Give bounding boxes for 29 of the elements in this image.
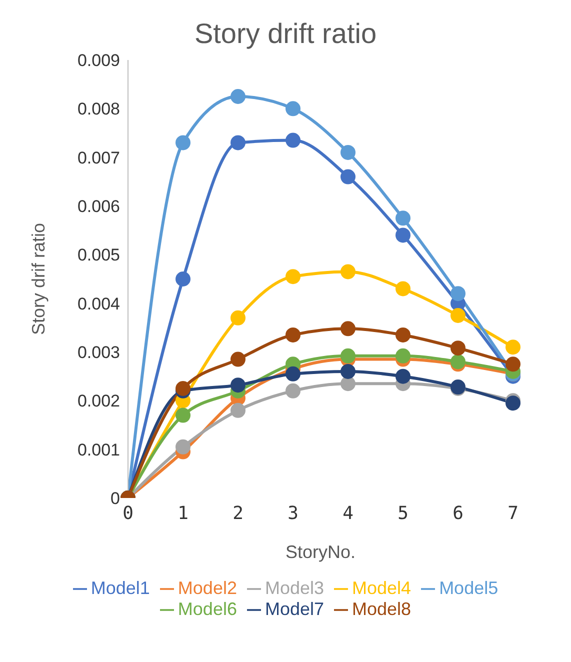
x-tick-label: 3 (288, 502, 298, 524)
legend-label: Model3 (264, 578, 324, 598)
chart-title: Story drift ratio (193, 17, 378, 50)
y-tick-label: 0.006 (77, 197, 120, 216)
x-axis-title: StoryNo. (285, 542, 356, 562)
x-tick-label: 1 (178, 502, 188, 524)
y-tick-label: 0.005 (77, 246, 120, 265)
legend-label: Model1 (90, 578, 150, 598)
y-tick-label: 0.009 (77, 51, 120, 70)
legend-label: Model7 (264, 599, 324, 619)
x-tick-label: 7 (508, 502, 518, 524)
y-tick-label: 0.007 (77, 148, 120, 168)
legend-label: Model2 (178, 578, 237, 598)
legend-label: Model8 (352, 599, 412, 619)
y-tick-label: 0.004 (77, 294, 120, 314)
y-tick-label: 0.003 (77, 343, 120, 362)
x-tick-label: 6 (452, 502, 464, 524)
legend-label: Model6 (178, 599, 237, 619)
y-axis-title: Story drif ratio (28, 222, 48, 336)
x-tick-label: 2 (232, 502, 244, 524)
y-tick-label: 0.008 (77, 100, 120, 119)
y-tick-label: 0.002 (77, 392, 120, 411)
legend-label: Model5 (439, 578, 498, 598)
x-tick-label: 4 (342, 502, 354, 524)
y-tick-label: 0.001 (77, 440, 120, 460)
x-tick-label: 0 (122, 502, 134, 524)
legend-label: Model4 (352, 578, 412, 598)
x-tick-label: 5 (398, 502, 408, 524)
y-tick-label: 0 (110, 489, 120, 508)
